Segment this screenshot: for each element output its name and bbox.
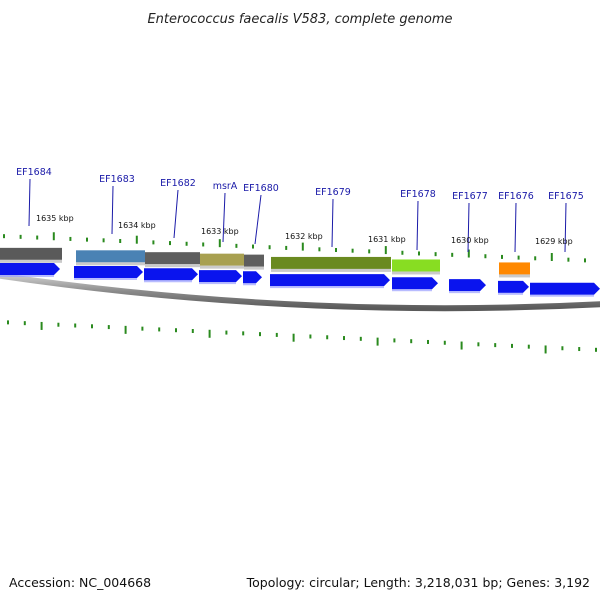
cds-shadow [243, 283, 256, 286]
gene-label[interactable]: EF1682 [160, 178, 196, 189]
cds-arrow [449, 279, 486, 292]
cds-shadow [270, 286, 384, 289]
cds-arrow [243, 271, 262, 284]
minor-ticks-bottom [7, 320, 597, 354]
cds-shadow [144, 280, 192, 283]
gene-label[interactable]: EF1676 [498, 191, 534, 202]
cds-arrow [199, 270, 242, 283]
gene-leader-line [514, 202, 517, 253]
gene-label[interactable]: EF1678 [400, 189, 436, 200]
feature-box [0, 247, 62, 260]
kbp-tick-label: 1634 kbp [118, 221, 156, 230]
cds-shadow [74, 277, 137, 280]
cds-arrow [530, 282, 600, 295]
gene-label[interactable]: EF1675 [548, 191, 584, 202]
feature-shadow [244, 266, 264, 270]
feature-box [271, 256, 391, 269]
cds-shadow [0, 275, 54, 278]
map-title: Enterococcus faecalis V583, complete gen… [147, 12, 452, 27]
cds-shadow [498, 292, 523, 295]
kbp-tick-label: 1635 kbp [36, 214, 74, 223]
feature-box [200, 253, 244, 266]
feature-box [76, 250, 145, 263]
feature-shadow [0, 259, 62, 263]
feature-shadow [76, 262, 145, 266]
cds-arrow [270, 274, 390, 287]
cds-arrow [392, 277, 438, 290]
feature-box [392, 259, 440, 272]
gene-leader-line [222, 192, 226, 243]
gene-label[interactable]: msrA [213, 181, 238, 192]
gene-label[interactable]: EF1683 [99, 174, 135, 185]
kbp-tick-label: 1631 kbp [368, 235, 406, 244]
cds-shadow [199, 282, 236, 285]
feature-box [499, 262, 530, 275]
cds-shadow [392, 289, 432, 292]
feature-shadow [499, 274, 530, 278]
genome-backbone [0, 272, 600, 312]
kbp-tick-label: 1633 kbp [201, 227, 239, 236]
cds-arrow [0, 263, 60, 276]
gene-label[interactable]: EF1684 [16, 167, 52, 178]
cds-arrow [498, 280, 529, 293]
gene-leader-line [331, 198, 334, 248]
gene-leader-line [28, 178, 31, 227]
gene-leader-line [467, 202, 470, 253]
gene-leader-line [111, 185, 114, 235]
kbp-tick-label: 1632 kbp [285, 232, 323, 241]
gene-leader-line [173, 189, 179, 239]
gene-label-lines [28, 178, 567, 253]
feature-box [145, 252, 200, 265]
minor-ticks-top [3, 232, 586, 263]
cds-track [0, 263, 600, 297]
feature-shadow [392, 271, 440, 275]
feature-track [0, 247, 530, 278]
cds-arrow [144, 268, 198, 281]
gene-label[interactable]: EF1677 [452, 191, 488, 202]
gene-label[interactable]: EF1680 [243, 183, 279, 194]
gene-leader-line [564, 202, 567, 253]
gene-leader-line [254, 194, 262, 245]
gene-label[interactable]: EF1679 [315, 187, 351, 198]
feature-shadow [145, 264, 200, 268]
feature-shadow [200, 265, 244, 269]
cds-shadow [530, 294, 594, 297]
kbp-tick-label: 1629 kbp [535, 237, 573, 246]
feature-box [244, 254, 264, 267]
feature-shadow [271, 268, 391, 272]
genome-summary-text: Topology: circular; Length: 3,218,031 bp… [246, 575, 590, 590]
cds-shadow [449, 291, 480, 294]
kbp-tick-label: 1630 kbp [451, 236, 489, 245]
cds-arrow [74, 265, 143, 278]
accession-text: Accession: NC_004668 [9, 575, 151, 590]
gene-leader-line [416, 200, 419, 251]
